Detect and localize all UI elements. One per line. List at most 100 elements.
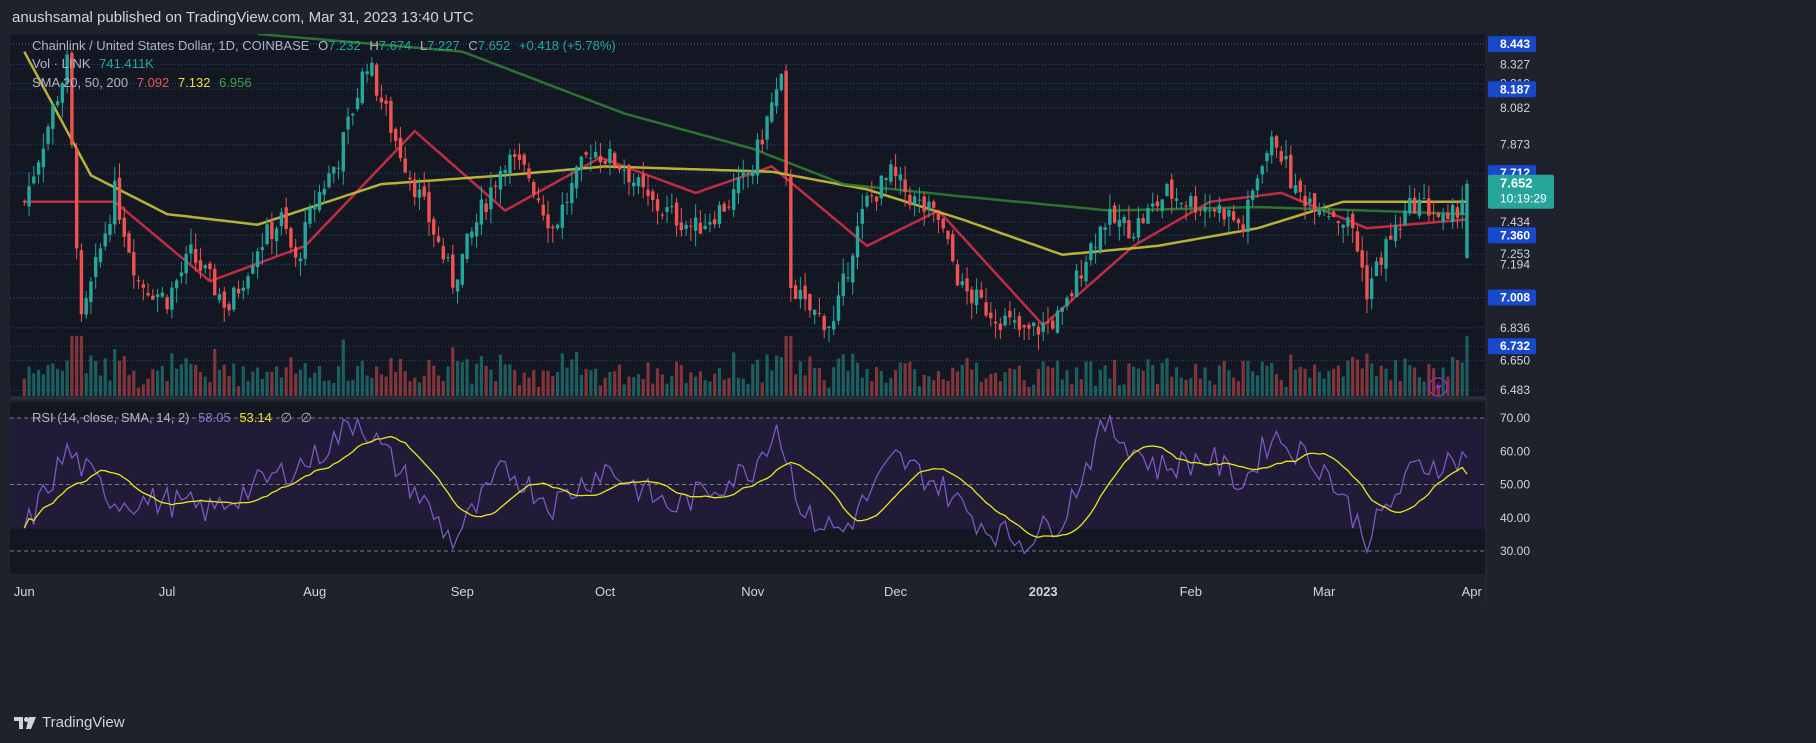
candle-body	[1246, 199, 1250, 232]
volume-bar	[917, 386, 922, 396]
volume-bar	[313, 372, 317, 396]
chart-svg[interactable]: USD8.4448.4438.3278.2198.1878.0827.8737.…	[10, 32, 1805, 700]
lightning-icon[interactable]	[1428, 377, 1448, 397]
volume-bar	[79, 336, 84, 396]
candle	[1074, 264, 1079, 298]
volume-bar	[879, 371, 883, 396]
volume-bar	[927, 376, 931, 396]
volume-bar	[1208, 380, 1212, 396]
volume-legend[interactable]: Vol · LINK 741.411K	[32, 56, 159, 71]
volume-bar	[1255, 375, 1260, 396]
rsi-legend[interactable]: RSI (14, close, SMA, 14, 2) 58.05 53.14 …	[32, 410, 317, 426]
volume-bar	[851, 353, 855, 396]
candle-body	[246, 276, 250, 289]
footer: TradingView	[0, 700, 1816, 743]
candle	[974, 278, 979, 315]
candle-body	[1089, 243, 1093, 261]
candle-body	[1074, 270, 1079, 297]
candle	[989, 302, 993, 327]
candle	[270, 212, 274, 255]
candle	[993, 309, 998, 339]
candle-body	[946, 230, 950, 240]
candle	[1355, 224, 1360, 253]
candle-body	[193, 248, 198, 263]
candle	[298, 252, 303, 277]
price-axis-label: 8.327	[1500, 58, 1530, 72]
candle-body	[1212, 208, 1217, 212]
candle-body	[1284, 155, 1288, 160]
candle-body	[1336, 221, 1341, 223]
volume-bar	[832, 367, 836, 396]
volume-bar	[1074, 367, 1079, 396]
candle-body	[298, 258, 303, 262]
candle	[508, 149, 512, 185]
candle-body	[446, 257, 450, 259]
volume-bar	[822, 380, 826, 396]
volume-bar	[755, 359, 760, 396]
volume-bar	[460, 361, 464, 396]
candle	[1170, 173, 1174, 214]
candle	[498, 166, 503, 205]
volume-bar	[665, 383, 669, 396]
volume-bar	[1298, 366, 1302, 396]
candle-body	[1393, 224, 1398, 242]
candle	[155, 288, 160, 312]
volume-bar	[798, 361, 802, 396]
candle	[55, 95, 60, 108]
volume-bar	[813, 367, 817, 396]
volume-bar	[327, 380, 331, 396]
candle	[1041, 312, 1045, 341]
candle	[584, 150, 588, 159]
candle	[41, 133, 46, 183]
candle-body	[1012, 320, 1017, 323]
candle-body	[1170, 179, 1174, 199]
candle	[160, 286, 165, 298]
candle	[1017, 312, 1022, 337]
volume-bar	[408, 381, 412, 396]
candle	[555, 223, 560, 231]
candle	[370, 57, 374, 78]
volume-bar	[98, 375, 103, 396]
volume-bar	[874, 367, 879, 396]
candle-body	[527, 168, 531, 179]
candle	[1298, 177, 1303, 202]
rsi-axis-label: 30.00	[1500, 544, 1530, 558]
candle-body	[760, 139, 764, 145]
volume-bar	[222, 364, 226, 396]
candle	[374, 62, 379, 101]
candle	[908, 186, 912, 210]
candle-body	[1436, 213, 1441, 217]
volume-bar	[751, 364, 755, 396]
volume-bar	[446, 366, 450, 396]
candle-body	[889, 164, 893, 182]
candle	[70, 50, 74, 149]
price-pane[interactable]	[10, 34, 1486, 396]
candle	[36, 159, 41, 184]
chart-container[interactable]: USD8.4448.4438.3278.2198.1878.0827.8737.…	[10, 32, 1805, 700]
volume-bar	[1436, 385, 1440, 396]
time-axis-label: Jun	[14, 584, 35, 599]
symbol-legend[interactable]: Chainlink / United States Dollar, 1D, CO…	[32, 38, 616, 53]
tradingview-logo[interactable]: TradingView	[14, 714, 125, 731]
volume-bar	[141, 384, 145, 396]
volume-bar	[417, 382, 422, 396]
candle-body	[927, 201, 931, 209]
candle	[1341, 223, 1345, 244]
candle	[465, 233, 469, 263]
volume-bar	[203, 376, 207, 396]
volume-bar	[636, 374, 641, 396]
candle-body	[1217, 205, 1222, 213]
volume-bar	[470, 383, 474, 396]
volume-bar	[360, 360, 364, 396]
volume-bar	[1265, 365, 1269, 396]
volume-bar	[294, 373, 298, 396]
candle-body	[317, 191, 322, 211]
candle-body	[551, 226, 555, 229]
candle-body	[832, 321, 836, 330]
volume-bar	[1227, 370, 1231, 396]
sma-legend[interactable]: SMA 20, 50, 200 7.092 7.132 6.956	[32, 75, 257, 90]
candle-body	[679, 222, 684, 231]
candle	[1455, 200, 1460, 229]
volume-bar	[298, 369, 303, 396]
candle	[851, 252, 855, 295]
